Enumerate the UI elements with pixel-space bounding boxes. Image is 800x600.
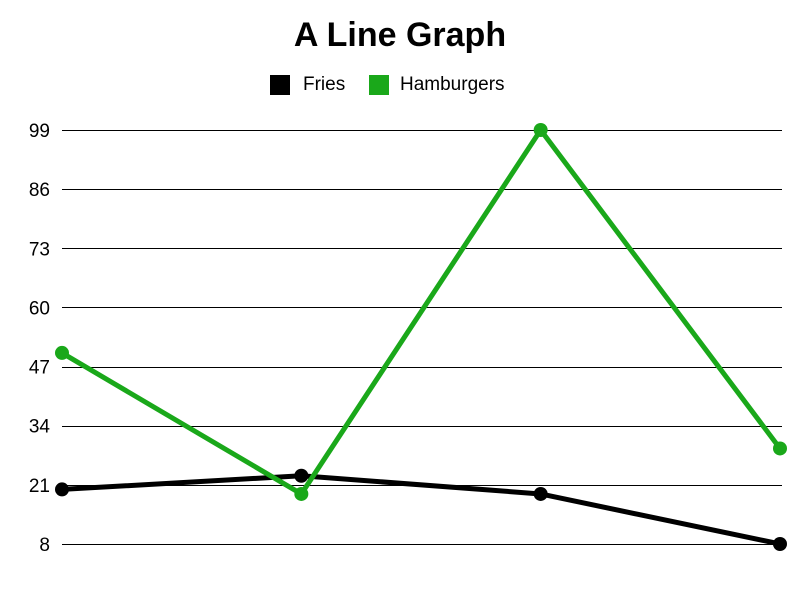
data-point-fries-2 [533, 486, 548, 501]
series-line-fries [59, 473, 783, 547]
y-axis-tick-labels: 8 21 34 47 60 73 86 99 [29, 121, 51, 556]
y-tick-label: 60 [29, 298, 50, 319]
data-point-fries-3 [773, 537, 787, 551]
chart-title: A Line Graph [294, 16, 506, 54]
legend-swatch-hamburgers [369, 75, 389, 95]
y-tick-label: 21 [29, 476, 50, 497]
y-tick-label: 73 [29, 239, 50, 260]
chart-series [55, 123, 787, 551]
y-tick-label: 8 [39, 535, 50, 556]
data-point-hamburgers-3 [773, 441, 787, 456]
y-tick-label: 99 [29, 121, 50, 142]
data-point-fries-1 [294, 468, 309, 483]
legend-label-hamburgers: Hamburgers [400, 74, 505, 95]
chart-legend: Fries Hamburgers [270, 74, 505, 95]
data-point-fries-0 [55, 482, 69, 497]
y-tick-label: 34 [29, 417, 51, 438]
series-fries [55, 468, 787, 551]
data-point-hamburgers-0 [55, 345, 69, 360]
series-line-hamburgers [59, 127, 783, 497]
data-point-hamburgers-2 [533, 123, 548, 137]
legend-swatch-fries [270, 75, 290, 95]
legend-label-fries: Fries [303, 74, 345, 95]
y-tick-label: 47 [29, 358, 50, 379]
y-tick-label: 86 [29, 180, 50, 201]
data-point-hamburgers-1 [294, 486, 309, 501]
series-hamburgers [55, 123, 787, 501]
